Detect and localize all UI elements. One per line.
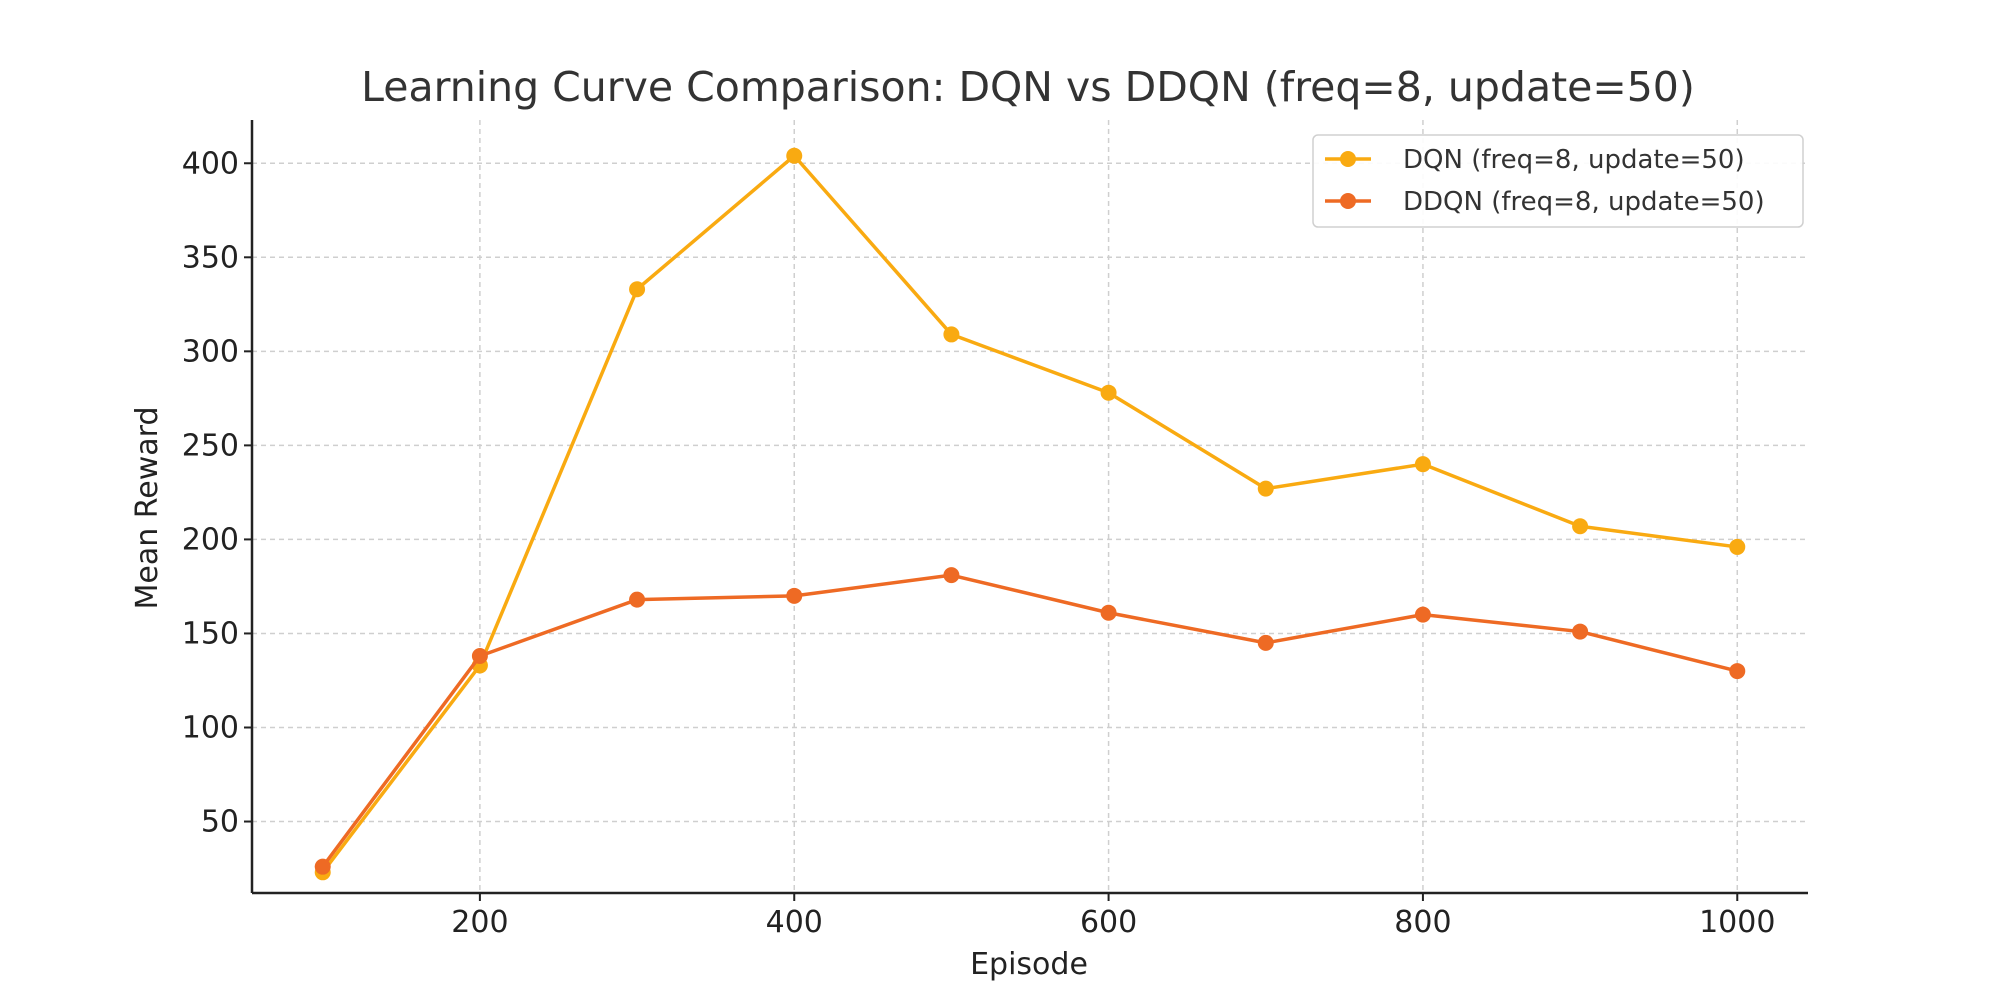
x-tick-label: 800 <box>1394 905 1451 940</box>
data-point <box>471 648 488 665</box>
series-ddqn <box>314 567 1746 875</box>
y-tick-label: 300 <box>182 334 239 369</box>
y-axis-label: Mean Reward <box>130 407 165 610</box>
y-tick-label: 50 <box>201 805 239 840</box>
data-point <box>1257 634 1274 651</box>
y-tick-label: 150 <box>182 616 239 651</box>
data-point <box>786 147 803 164</box>
y-tick-label: 100 <box>182 710 239 745</box>
series-line <box>321 153 1738 874</box>
axes: 200 400 600 800 1000 50 100 150 200 250 300 350 400 <box>182 120 1808 940</box>
data-point <box>786 587 803 604</box>
legend: DQN (freq=8, update=50) DDQN (freq=8, upd… <box>1312 134 1804 228</box>
legend-item: DQN (freq=8, update=50) <box>1325 145 1745 175</box>
legend-label: DDQN (freq=8, update=50) <box>1403 187 1765 217</box>
legend-box <box>1312 134 1804 228</box>
data-point <box>943 326 960 343</box>
y-tick-label: 250 <box>182 428 239 463</box>
series-layer <box>314 147 1746 881</box>
y-tick-label: 350 <box>182 240 239 275</box>
data-point <box>314 858 331 875</box>
data-point <box>1572 518 1589 535</box>
x-tick-label: 200 <box>451 905 508 940</box>
grid-lines <box>252 120 1808 893</box>
chart-title: Learning Curve Comparison: DQN vs DDQN (… <box>361 63 1695 111</box>
data-point <box>629 591 646 608</box>
data-point <box>629 281 646 298</box>
data-point <box>1100 604 1117 621</box>
data-point <box>1572 623 1589 640</box>
data-point <box>1729 538 1746 555</box>
x-axis-label: Episode <box>970 947 1088 982</box>
x-tick-label: 600 <box>1080 905 1137 940</box>
y-tick-label: 200 <box>182 522 239 557</box>
data-point <box>1257 480 1274 497</box>
y-tick-label: 400 <box>182 146 239 181</box>
series-line <box>321 573 1738 868</box>
legend-label: DQN (freq=8, update=50) <box>1403 145 1745 175</box>
x-tick-label: 1000 <box>1699 905 1775 940</box>
data-point <box>1414 606 1431 623</box>
legend-item: DDQN (freq=8, update=50) <box>1325 187 1765 217</box>
data-point <box>1414 456 1431 473</box>
x-tick-label: 400 <box>766 905 823 940</box>
series-dqn <box>314 147 1746 881</box>
data-point <box>943 567 960 584</box>
data-point <box>1729 663 1746 680</box>
data-point <box>1100 384 1117 401</box>
legend-marker <box>1340 193 1356 209</box>
legend-marker <box>1340 151 1356 167</box>
